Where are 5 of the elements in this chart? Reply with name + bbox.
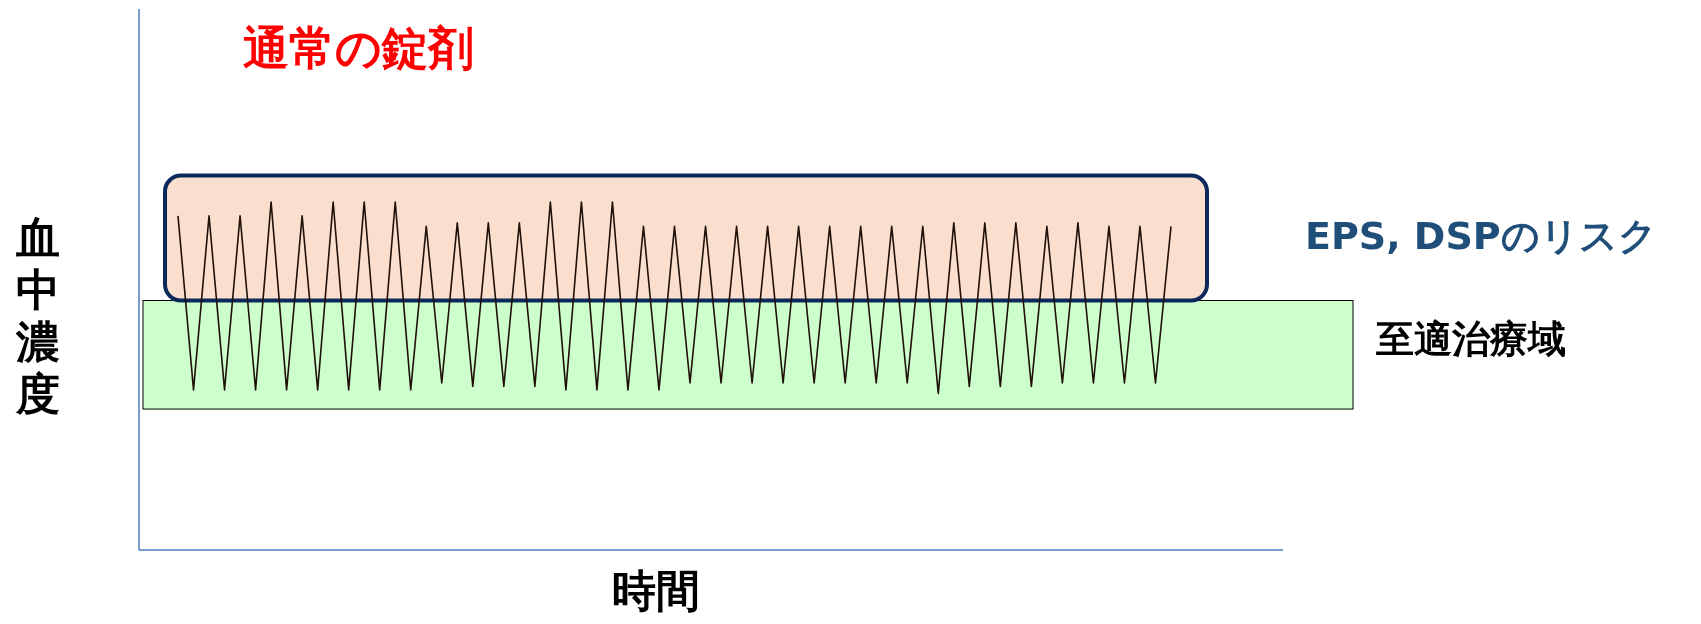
chart-title: 通常の錠剤 (243, 21, 474, 75)
band-label: EPS, DSPのリスク (1305, 214, 1657, 258)
band-label: 至適治療域 (1375, 317, 1566, 361)
x-axis-title: 時間 (612, 565, 700, 616)
y-axis-title: 血中濃度 (15, 212, 60, 419)
